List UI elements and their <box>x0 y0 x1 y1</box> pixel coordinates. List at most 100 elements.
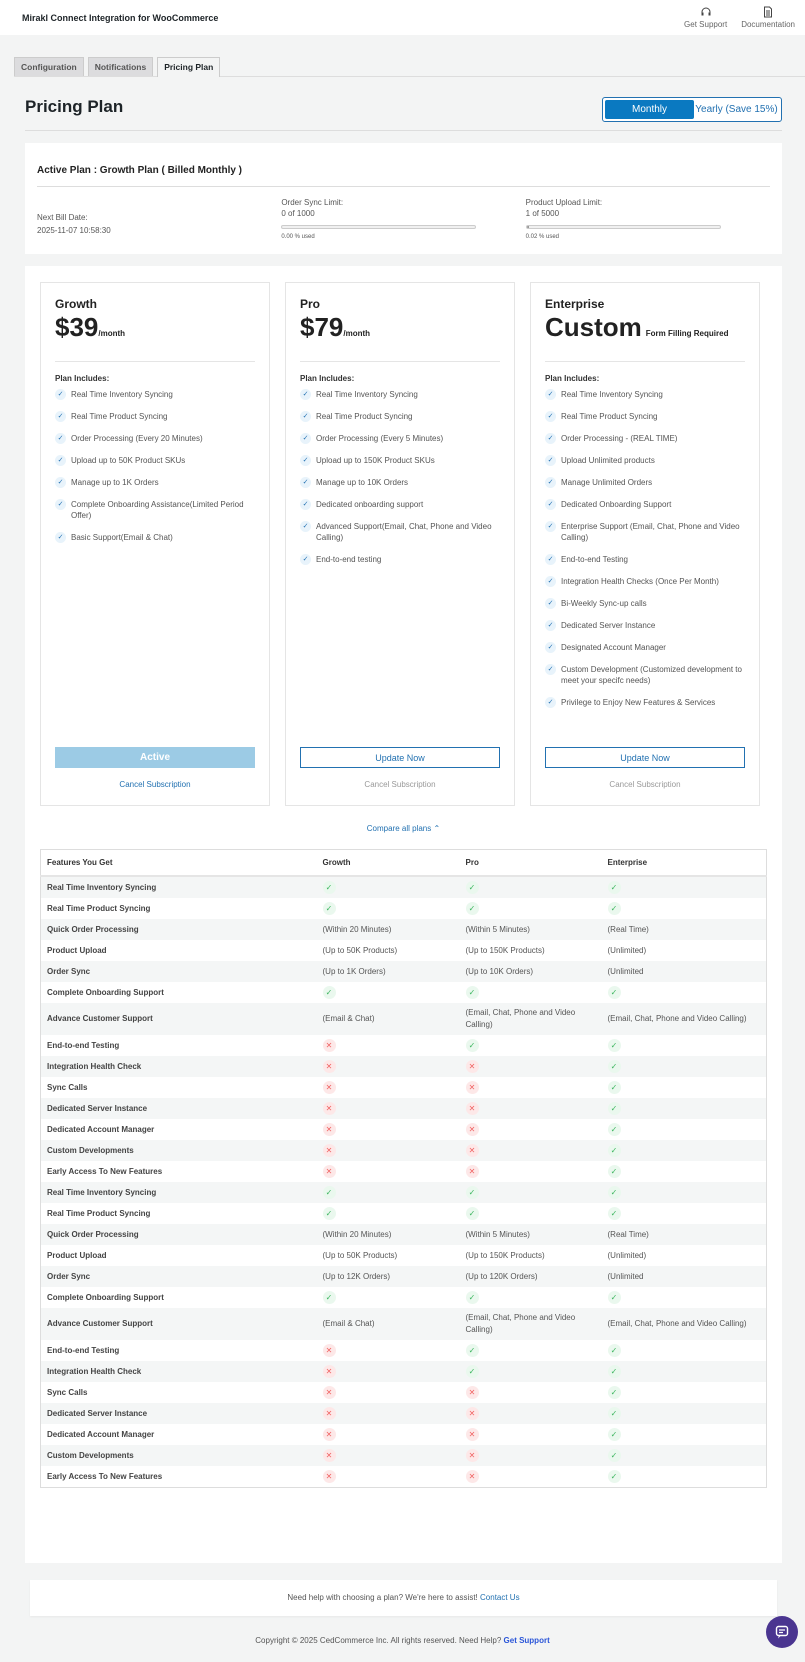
tab-notifications[interactable]: Notifications <box>87 57 154 76</box>
monthly-option[interactable]: Monthly <box>605 100 694 119</box>
table-cell: ✕ <box>317 1161 460 1182</box>
chevron-up-icon: ⌃ <box>433 824 441 833</box>
tab-configuration[interactable]: Configuration <box>14 57 84 76</box>
table-cell: ✕ <box>460 1424 602 1445</box>
table-cell: ✕ <box>460 1077 602 1098</box>
table-cell: ✓ <box>317 982 460 1003</box>
plan-name: Pro <box>300 297 321 311</box>
feature-label: Real Time Product Syncing <box>561 412 658 421</box>
feature-label: Upload up to 50K Product SKUs <box>71 456 186 465</box>
check-icon: ✓ <box>465 1291 479 1304</box>
check-icon: ✓ <box>55 433 66 444</box>
table-cell: ✓ <box>602 982 767 1003</box>
cancel-subscription-link[interactable]: Cancel Subscription <box>609 780 681 789</box>
active-plan-button[interactable]: Active <box>55 747 255 768</box>
yearly-option[interactable]: Yearly (Save 15%) <box>695 104 778 115</box>
check-icon: ✓ <box>607 1407 621 1420</box>
documentation-link[interactable]: Documentation <box>741 6 795 29</box>
product-upload-used: 0.02 % used <box>525 234 560 240</box>
cross-icon: ✕ <box>322 1102 336 1115</box>
check-icon: ✓ <box>322 881 336 894</box>
feature-label: Order Processing - (REAL TIME) <box>561 434 678 443</box>
feature-label: Basic Support(Email & Chat) <box>71 533 173 542</box>
feature-label: Order Processing (Every 20 Minutes) <box>71 434 203 443</box>
check-icon: ✓ <box>300 521 311 532</box>
table-cell: ✓ <box>602 1466 767 1488</box>
table-cell: Dedicated Account Manager <box>47 1429 155 1439</box>
plan-feature: ✓ Upload up to 50K Product SKUs <box>55 455 255 466</box>
update-now-button[interactable]: Update Now <box>545 747 745 768</box>
check-icon: ✓ <box>55 499 66 510</box>
tab-bar: Configuration Notifications Pricing Plan <box>14 57 805 77</box>
table-cell: (Real Time) <box>601 919 767 940</box>
table-cell: ✕ <box>459 1445 602 1466</box>
update-now-button[interactable]: Update Now <box>300 747 500 768</box>
plan-feature: ✓ Bi-Weekly Sync-up calls <box>545 598 745 609</box>
contact-us-link[interactable]: Contact Us <box>480 1593 520 1602</box>
feature-label: Manage up to 10K Orders <box>316 478 409 487</box>
check-icon: ✓ <box>545 521 556 532</box>
compare-all-plans-toggle[interactable]: Compare all plans ⌃ <box>25 824 782 833</box>
table-cell: ✕ <box>316 1140 460 1161</box>
table-cell: (Up to 120K Orders) <box>459 1266 602 1287</box>
footer-get-support-link[interactable]: Get Support <box>503 1636 550 1645</box>
table-cell: (Unlimited) <box>607 1250 647 1260</box>
documentation-label: Documentation <box>741 20 795 29</box>
check-icon: ✓ <box>300 389 311 400</box>
chat-icon <box>775 1625 789 1639</box>
table-cell: Sync Calls <box>47 1082 88 1092</box>
feature-label: Custom Development (Customized developme… <box>561 665 742 685</box>
table-cell: ✓ <box>459 1361 602 1382</box>
footer: Copyright © 2025 CedCommerce Inc. All ri… <box>0 1636 805 1645</box>
table-cell: ✓ <box>602 1161 767 1182</box>
help-text: Need help with choosing a plan? We're he… <box>287 1593 478 1602</box>
check-icon: ✓ <box>55 389 66 400</box>
table-cell: ✓ <box>460 982 602 1003</box>
table-row: Order Sync (Up to 12K Orders) (Up to 120K … <box>40 1266 767 1287</box>
table-cell: (Email & Chat) <box>316 1308 460 1340</box>
feature-label: Integration Health Checks (Once Per Mont… <box>561 577 719 586</box>
table-cell: ✓ <box>602 1287 767 1308</box>
table-cell: (Unlimited) <box>607 945 647 955</box>
table-cell: ✓ <box>459 876 602 898</box>
plan-name: Enterprise <box>545 297 605 311</box>
table-cell: Real Time Inventory Syncing <box>40 876 317 898</box>
cross-icon: ✕ <box>322 1123 336 1136</box>
cross-icon: ✕ <box>322 1060 336 1073</box>
table-cell: (Up to 12K Orders) <box>316 1266 460 1287</box>
table-cell: ✓ <box>316 1182 460 1203</box>
table-cell: ✕ <box>317 1340 460 1361</box>
table-cell: Order Sync <box>40 1266 317 1287</box>
plan-feature: ✓ Complete Onboarding Assistance(Limited … <box>55 499 255 521</box>
check-icon: ✓ <box>607 1470 621 1483</box>
plan-feature: ✓ Upload up to 150K Product SKUs <box>300 455 500 466</box>
table-row: Advance Customer Support (Email & Chat) (E… <box>40 1308 767 1340</box>
cross-icon: ✕ <box>322 1144 336 1157</box>
plan-feature: ✓ Custom Development (Customized developm… <box>545 664 745 686</box>
cancel-subscription-link[interactable]: Cancel Subscription <box>119 780 191 789</box>
feature-label: Real Time Inventory Syncing <box>561 390 663 399</box>
cancel-subscription-link[interactable]: Cancel Subscription <box>364 780 436 789</box>
check-icon: ✓ <box>300 499 311 510</box>
table-header: Features You Get <box>40 849 317 877</box>
table-cell: (Email, Chat, Phone and Video Calling) <box>601 1308 767 1340</box>
table-row: Early Access To New Features ✕ ✕ ✓ <box>41 1466 767 1488</box>
table-cell: ✕ <box>459 1098 602 1119</box>
cross-icon: ✕ <box>465 1428 479 1441</box>
table-cell: (Up to 50K Products) <box>322 945 398 955</box>
order-sync-used: 0.00 % used <box>281 234 315 240</box>
check-icon: ✓ <box>545 389 556 400</box>
table-row: Product Upload (Up to 50K Products) (Up to… <box>41 1245 767 1266</box>
document-icon <box>764 6 773 18</box>
table-cell: ✓ <box>601 1361 767 1382</box>
check-icon: ✓ <box>607 1060 621 1073</box>
tab-pricing-plan[interactable]: Pricing Plan <box>157 57 221 77</box>
table-cell: Product Upload <box>47 945 107 955</box>
check-icon: ✓ <box>607 1102 621 1115</box>
plan-actions: Update Now Cancel Subscription <box>545 747 745 789</box>
chat-button[interactable] <box>766 1616 798 1648</box>
table-cell: ✓ <box>602 1382 767 1403</box>
get-support-link[interactable]: Get Support <box>684 6 727 29</box>
feature-label: Order Processing (Every 5 Minutes) <box>316 434 444 443</box>
cross-icon: ✕ <box>465 1165 479 1178</box>
